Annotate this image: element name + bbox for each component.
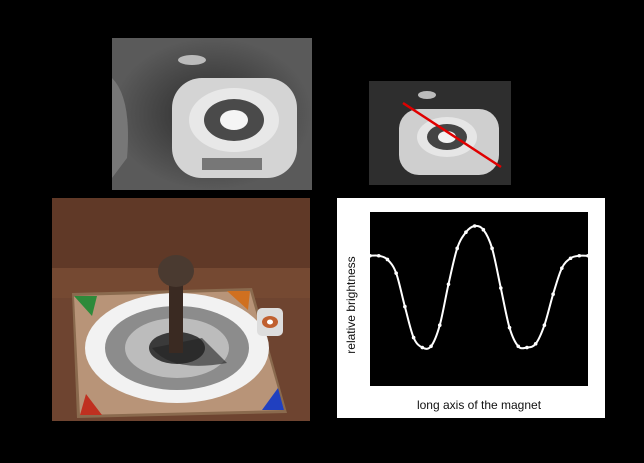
- data-point: [499, 286, 503, 290]
- data-point: [385, 257, 390, 262]
- data-point: [542, 323, 547, 327]
- data-point: [490, 246, 494, 251]
- magnet-closeup-image: [112, 38, 312, 190]
- data-point: [429, 344, 433, 349]
- data-point: [507, 325, 512, 330]
- data-point: [437, 323, 442, 327]
- data-point: [533, 342, 538, 346]
- x-axis-label: long axis of the magnet: [416, 398, 542, 412]
- data-point: [411, 335, 416, 340]
- brightness-profile-chart: relative brightness long axis of the mag…: [337, 198, 605, 418]
- plot-area: [370, 212, 588, 386]
- calibration-target-image: [52, 198, 310, 421]
- magnet-profile-image: [369, 81, 511, 185]
- data-point: [568, 256, 573, 261]
- data-point: [551, 292, 555, 296]
- data-point: [370, 253, 372, 258]
- data-point: [403, 304, 407, 309]
- data-point: [455, 246, 459, 251]
- data-point: [577, 253, 582, 258]
- series-line: [370, 224, 588, 350]
- data-point: [516, 344, 521, 349]
- data-point: [464, 230, 468, 234]
- data-point: [472, 224, 477, 228]
- data-point: [586, 253, 588, 258]
- data-point: [525, 345, 529, 350]
- data-point: [560, 266, 564, 270]
- data-point: [446, 282, 451, 287]
- data-point: [420, 345, 425, 350]
- data-point: [481, 227, 486, 232]
- y-axis-label: relative brightness: [344, 256, 358, 354]
- data-point: [376, 253, 381, 258]
- profile-line: [402, 101, 502, 169]
- data-point: [394, 271, 398, 275]
